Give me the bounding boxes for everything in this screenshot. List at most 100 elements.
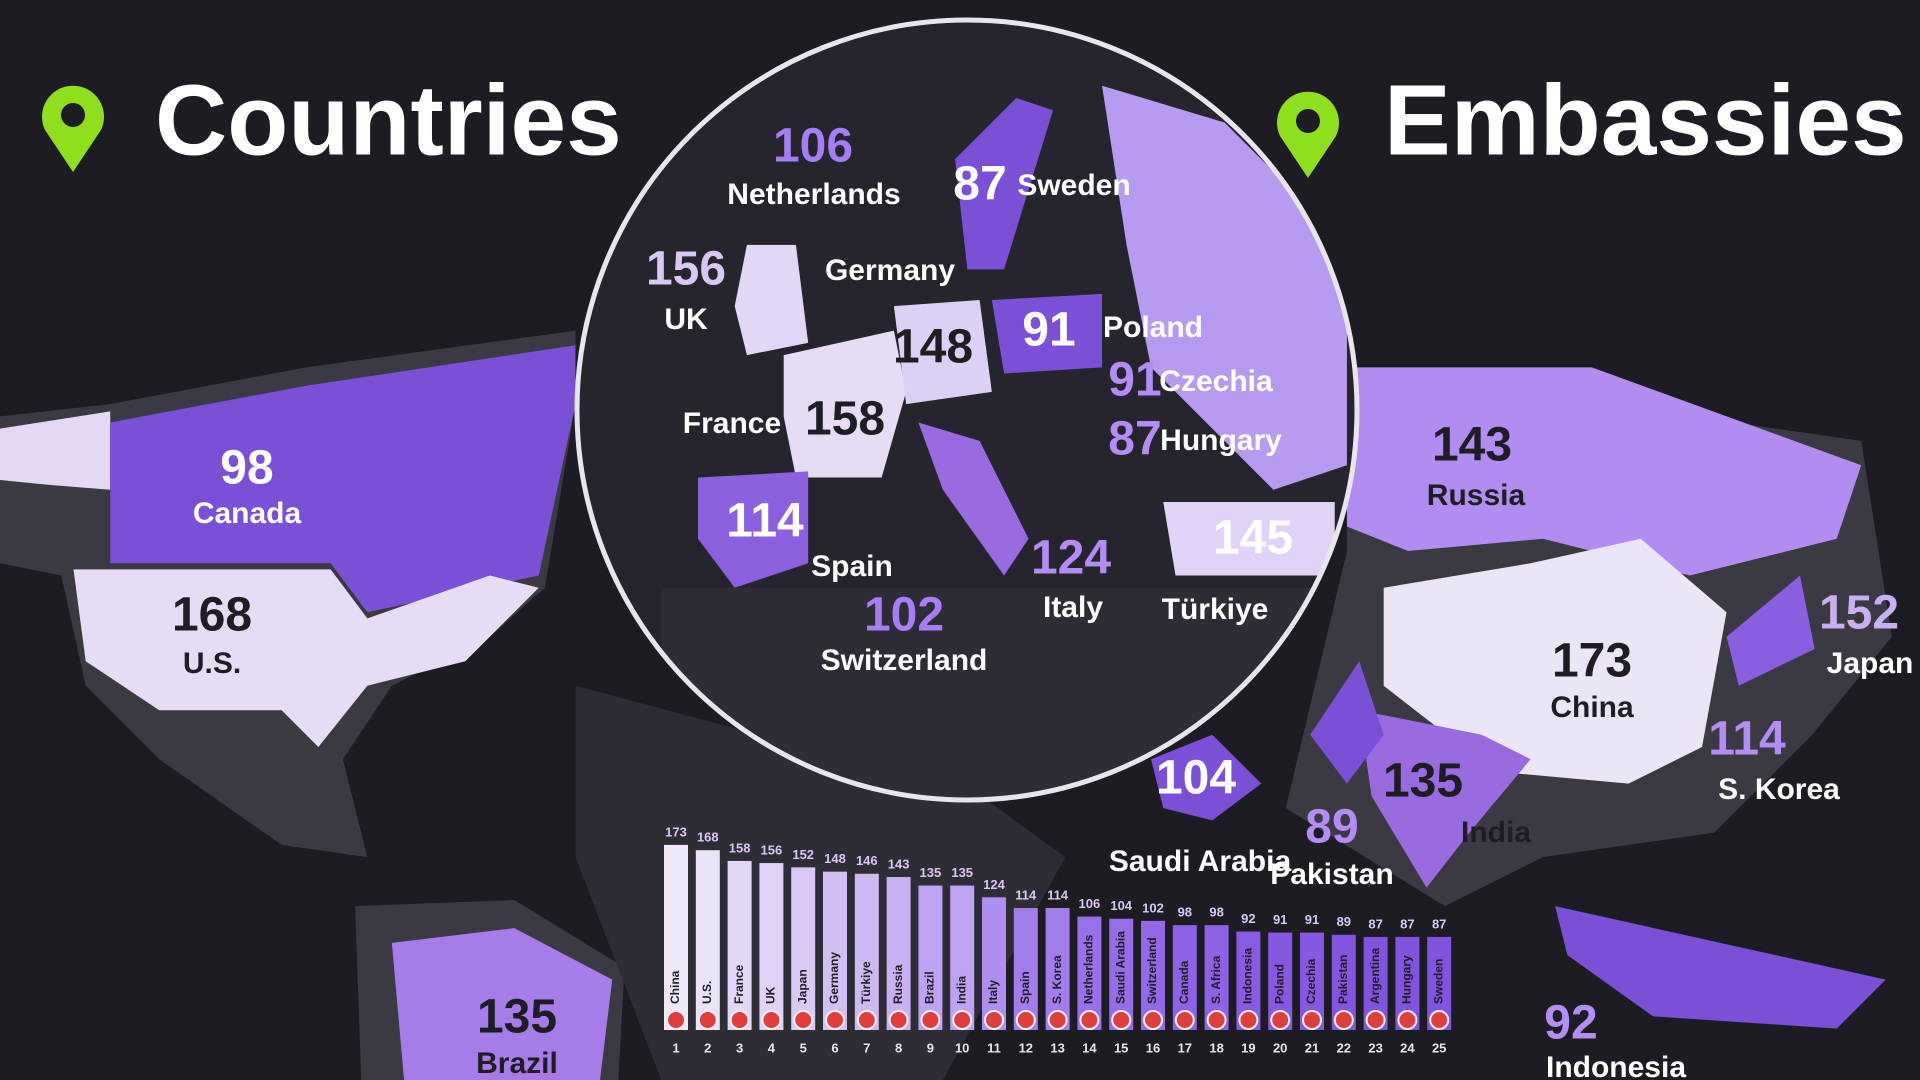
bar bbox=[918, 885, 943, 1030]
bar-value-label: 98 bbox=[1178, 905, 1192, 920]
bar-category-label: Pakistan bbox=[1336, 955, 1350, 1004]
country-name: UK bbox=[664, 303, 708, 336]
bar-value-label: 104 bbox=[1110, 898, 1132, 913]
canada bbox=[110, 345, 576, 613]
flag-icon bbox=[1270, 1010, 1291, 1030]
bar-value-label: 158 bbox=[729, 840, 751, 855]
russia bbox=[1346, 367, 1862, 576]
bar-value-label: 143 bbox=[888, 856, 910, 871]
bar-value-label: 146 bbox=[856, 853, 878, 868]
bar-value-label: 102 bbox=[1142, 900, 1164, 915]
country-name: India bbox=[1461, 816, 1531, 849]
country-name: France bbox=[683, 407, 781, 440]
bar-category-label: India bbox=[954, 976, 968, 1004]
bar bbox=[695, 850, 720, 1030]
rank-label: 19 bbox=[1241, 1040, 1255, 1055]
rank-label: 1 bbox=[672, 1040, 679, 1055]
country-value: 104 bbox=[1156, 752, 1236, 805]
country-name: Hungary bbox=[1160, 424, 1282, 457]
country-name: Italy bbox=[1043, 591, 1103, 624]
country-value: 114 bbox=[1708, 713, 1786, 766]
bar-value-label: 106 bbox=[1079, 896, 1101, 911]
bar-category-label: Saudi Arabia bbox=[1113, 931, 1127, 1004]
rank-label: 17 bbox=[1178, 1040, 1192, 1055]
bar-value-label: 92 bbox=[1241, 911, 1255, 926]
country-name: Türkiye bbox=[1162, 593, 1269, 626]
rank-label: 4 bbox=[768, 1040, 776, 1055]
bar bbox=[1013, 908, 1038, 1030]
country-value: 106 bbox=[773, 120, 853, 173]
bar-category-label: Canada bbox=[1177, 960, 1191, 1004]
flag-icon bbox=[856, 1010, 877, 1030]
pin-icon bbox=[1276, 91, 1339, 178]
country-name: S. Korea bbox=[1718, 773, 1840, 806]
flag-icon bbox=[1111, 1010, 1132, 1030]
flag-icon bbox=[1174, 1010, 1195, 1030]
country-name: Brazil bbox=[476, 1047, 558, 1080]
flag-icon bbox=[920, 1010, 941, 1030]
rank-label: 9 bbox=[927, 1040, 934, 1055]
left-title: Countries bbox=[155, 64, 622, 176]
alaska bbox=[0, 411, 111, 490]
rank-label: 14 bbox=[1082, 1040, 1097, 1055]
rank-label: 21 bbox=[1305, 1040, 1319, 1055]
country-name: Canada bbox=[193, 497, 302, 530]
flag-icon bbox=[1397, 1010, 1418, 1030]
country-value: 91 bbox=[1108, 354, 1161, 407]
flag-icon bbox=[1079, 1010, 1100, 1030]
country-name: Poland bbox=[1103, 311, 1203, 344]
rank-label: 15 bbox=[1114, 1040, 1128, 1055]
bar-value-label: 135 bbox=[920, 865, 942, 880]
uk bbox=[734, 244, 809, 356]
country-name: China bbox=[1550, 691, 1634, 724]
country-value: 168 bbox=[172, 589, 252, 642]
bar-category-label: France bbox=[732, 964, 746, 1004]
bar-value-label: 124 bbox=[983, 877, 1005, 892]
bar-category-label: S. Africa bbox=[1209, 955, 1223, 1004]
bar bbox=[823, 871, 847, 1030]
rank-label: 5 bbox=[800, 1040, 807, 1055]
country-value: 148 bbox=[893, 321, 973, 374]
country-name: U.S. bbox=[183, 647, 241, 680]
country-value: 102 bbox=[864, 589, 944, 642]
rank-label: 20 bbox=[1273, 1040, 1287, 1055]
bar bbox=[982, 897, 1006, 1030]
bar-category-label: Poland bbox=[1272, 964, 1286, 1004]
bar-value-label: 98 bbox=[1209, 905, 1223, 920]
country-name: Indonesia bbox=[1546, 1051, 1686, 1080]
country-name: Japan bbox=[1827, 647, 1914, 680]
rank-label: 8 bbox=[895, 1040, 902, 1055]
bar-value-label: 168 bbox=[697, 830, 719, 845]
bar-value-label: 87 bbox=[1400, 916, 1414, 931]
rank-label: 11 bbox=[987, 1040, 1001, 1055]
spain bbox=[697, 471, 809, 588]
bar-category-label: Switzerland bbox=[1145, 937, 1159, 1004]
bar bbox=[759, 863, 784, 1030]
flag-icon bbox=[1365, 1010, 1386, 1030]
flag-icon bbox=[697, 1010, 718, 1030]
country-value: 98 bbox=[220, 442, 273, 495]
rank-label: 18 bbox=[1209, 1040, 1223, 1055]
pakistan bbox=[1310, 661, 1384, 784]
country-value: 143 bbox=[1432, 419, 1512, 472]
flag-icon bbox=[888, 1010, 909, 1030]
country-name: Saudi Arabia bbox=[1109, 845, 1292, 878]
country-name: Czechia bbox=[1159, 365, 1273, 398]
rank-label: 12 bbox=[1019, 1040, 1033, 1055]
flag-icon bbox=[1047, 1010, 1068, 1030]
bar-category-label: Germany bbox=[827, 952, 841, 1004]
bar-category-label: Russia bbox=[891, 964, 905, 1004]
bar-category-label: S. Korea bbox=[1050, 955, 1064, 1004]
inset-border bbox=[574, 17, 1360, 803]
bar-category-label: U.S. bbox=[700, 981, 714, 1004]
country-value: 91 bbox=[1022, 304, 1075, 357]
country-value: 92 bbox=[1544, 997, 1597, 1050]
rank-label: 23 bbox=[1368, 1040, 1382, 1055]
flag-icon bbox=[666, 1010, 686, 1030]
bar bbox=[791, 867, 816, 1030]
turkiye bbox=[1163, 502, 1335, 576]
country-value: 124 bbox=[1031, 532, 1111, 585]
bar-value-label: 87 bbox=[1432, 916, 1446, 931]
brazil bbox=[391, 928, 613, 1080]
